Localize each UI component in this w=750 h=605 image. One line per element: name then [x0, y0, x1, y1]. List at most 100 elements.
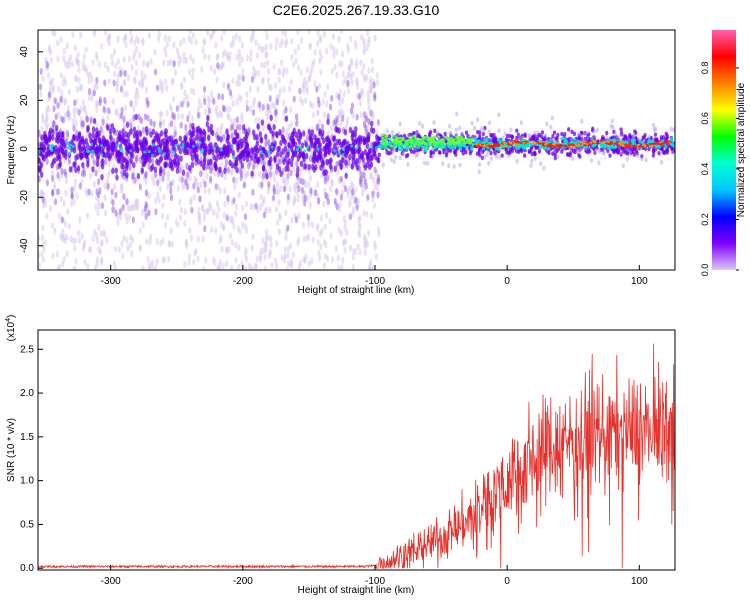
spectrogram-cell [214, 164, 218, 171]
spectrogram-cell [228, 89, 233, 97]
spectrogram-cell [351, 205, 356, 213]
spectrogram-cell [132, 54, 136, 62]
spectrogram-cell [609, 123, 613, 129]
spectrogram-cell [48, 204, 53, 212]
spectrogram-cell [45, 158, 49, 166]
spectrogram-cell [270, 145, 274, 149]
spectrogram-cell [85, 115, 89, 123]
spectrogram-cell [131, 203, 136, 211]
spectrogram-cell [307, 75, 311, 83]
spectrogram-cell [307, 220, 311, 228]
spectrogram-cell [370, 120, 374, 127]
spectrogram-cell [49, 144, 53, 148]
spec-y-tick-label: -20 [19, 190, 30, 205]
spectrogram-cell [195, 142, 200, 150]
spectrogram-cell [92, 158, 96, 166]
spectrogram-cell [203, 180, 207, 188]
spectrogram-cell [205, 121, 210, 128]
spectrogram-cell [659, 143, 663, 146]
spectrogram-cell [422, 136, 426, 140]
spectrogram-cell [595, 127, 599, 133]
spectrogram-cell [151, 163, 155, 171]
spectrogram-cell [303, 199, 307, 207]
spectrogram-cell [601, 150, 606, 156]
spectrogram-cell [362, 138, 366, 146]
spectrogram-cell [467, 141, 471, 145]
spectrogram-cell [156, 138, 161, 145]
spectrogram-cell [152, 179, 156, 187]
spectrogram-cell [533, 151, 537, 156]
spectrogram-cell [216, 53, 220, 61]
spectrogram-cell [209, 64, 213, 72]
spectrogram-cell [178, 39, 183, 47]
spectrogram-cell [289, 169, 293, 177]
spectrogram-cell [305, 85, 309, 93]
spectrogram-cell [203, 225, 207, 233]
spectrogram-cell [287, 157, 291, 165]
spectrogram-cell [616, 134, 620, 140]
spectrogram-cell [507, 153, 511, 159]
spectrogram-cell [217, 263, 221, 270]
spectrogram-cell [59, 195, 64, 203]
spectrogram-cell [338, 100, 342, 108]
spectrogram-cell [237, 263, 241, 270]
spectrogram-cell [130, 63, 134, 71]
spectrogram-cell [273, 140, 277, 147]
spectrogram-cell [293, 141, 298, 148]
spectrogram-cell [348, 126, 353, 134]
spectrogram-cell [64, 177, 69, 185]
spectrogram-cell [371, 190, 375, 198]
spectrogram-cell [114, 62, 118, 70]
spectrogram-cell [522, 141, 526, 144]
spectrogram-cell [525, 140, 529, 143]
spectrogram-cell [296, 135, 300, 142]
spectrogram-cell [286, 165, 290, 172]
spectrogram-cell [367, 117, 371, 125]
spectrogram-cell [286, 172, 290, 180]
spectrogram-cells [38, 30, 675, 270]
spectrogram-cell [85, 187, 89, 195]
spectrogram-cell [289, 106, 293, 114]
spectrogram-cell [87, 188, 91, 196]
spectrogram-cell [577, 136, 582, 141]
spectrogram-cell [144, 86, 149, 94]
spectrogram-cell [226, 166, 231, 174]
spectrogram-cell [359, 59, 363, 67]
spectrogram-cell [315, 85, 319, 93]
spectrogram-cell [189, 199, 193, 207]
spectrogram-cell [613, 131, 618, 137]
spectrogram-cell [355, 79, 359, 87]
spectrogram-cell [243, 223, 247, 231]
spectrogram-cell [593, 141, 597, 144]
spectrogram-cell [138, 244, 142, 252]
spectrogram-cell [236, 74, 240, 82]
spectrogram-cell [173, 130, 177, 138]
spectrogram-cell [284, 41, 288, 49]
spectrogram-cell [188, 227, 192, 235]
spectrogram-cell [46, 71, 51, 79]
spectrogram-cell [71, 237, 75, 245]
spectrogram-cell [59, 95, 63, 103]
spectrogram-cell [129, 149, 133, 153]
spectrogram-cell [206, 114, 210, 122]
spectrogram-cell [200, 203, 205, 211]
spectrogram-cell [155, 179, 160, 187]
spectrogram-cell [597, 160, 601, 166]
spectrogram-cell [292, 165, 296, 173]
spectrogram-cell [522, 146, 526, 150]
spectrogram-cell [336, 167, 340, 175]
spectrogram-cell [220, 148, 223, 152]
spectrogram-cell [100, 173, 104, 181]
spectrogram-cell [110, 188, 114, 196]
spectrogram-cell [364, 115, 369, 123]
spectrogram-cell [391, 134, 395, 138]
spectrogram-cell [95, 232, 99, 240]
spectrogram-cell [128, 30, 133, 35]
spectrogram-cell [72, 112, 77, 120]
spectrogram-cell [573, 141, 578, 145]
spectrogram-cell [256, 123, 260, 130]
spectrogram-cell [273, 102, 277, 110]
spectrogram-cell [257, 170, 261, 178]
spectrogram-cell [300, 142, 305, 149]
spectrogram-cell [381, 162, 385, 168]
